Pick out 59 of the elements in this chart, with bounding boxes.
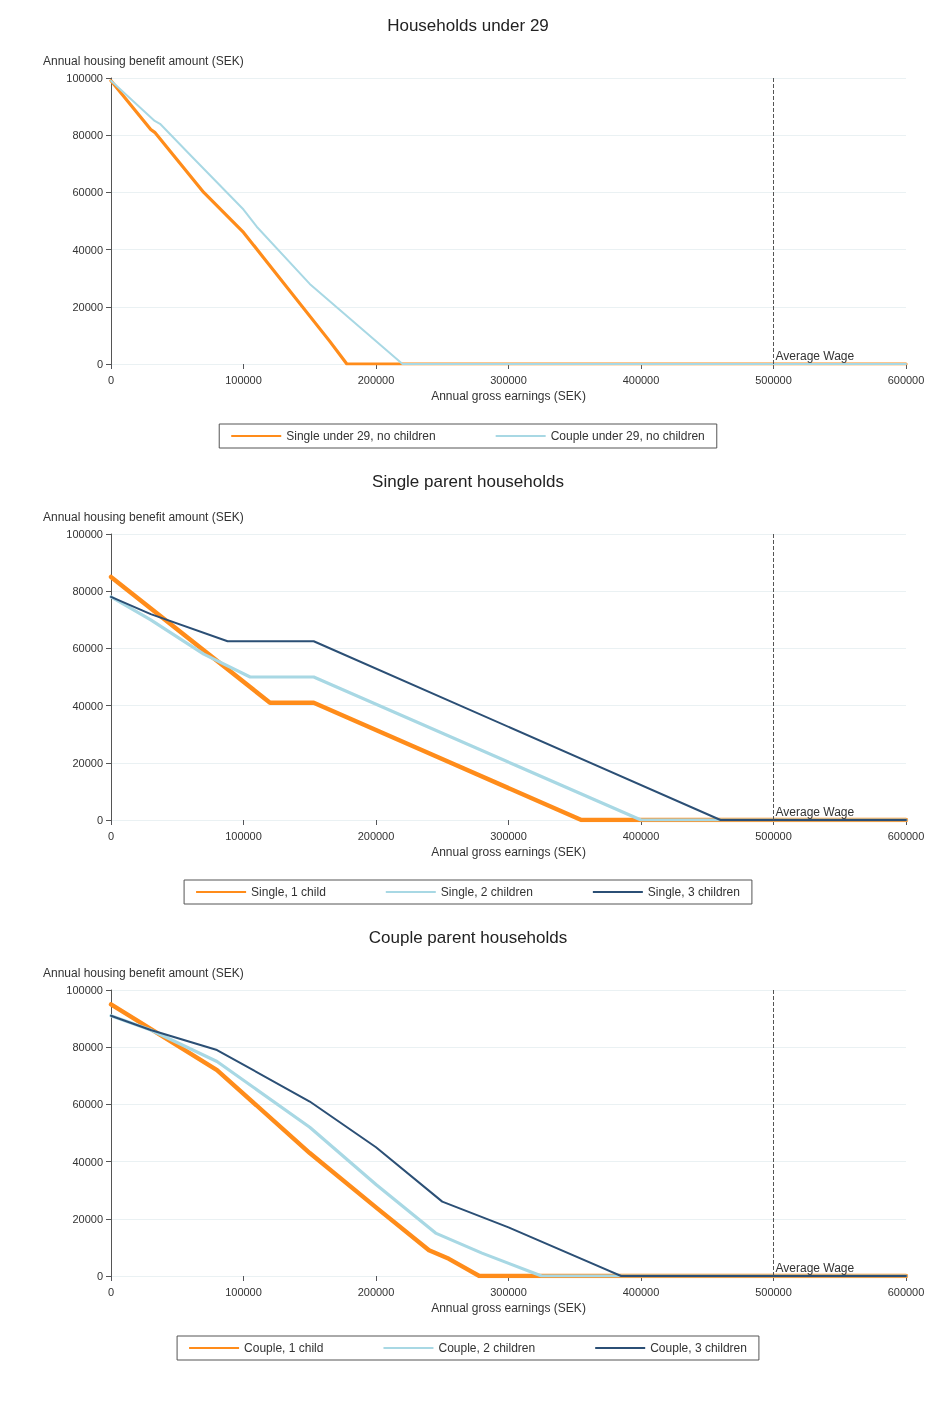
y-axis-title: Annual housing benefit amount (SEK) [43,510,244,524]
x-tick-label: 600000 [887,829,925,842]
y-tick-label: 100000 [66,984,103,996]
x-tick-label: 600000 [887,373,925,386]
x-tick-label: 300000 [490,829,527,842]
y-axis-title: Annual housing benefit amount (SEK) [43,54,244,68]
x-tick-label: 400000 [622,373,660,386]
x-tick-label: 400000 [622,829,660,842]
x-tick-label: 500000 [755,373,792,386]
y-tick-label: 60000 [72,1098,103,1111]
y-tick-label: 40000 [72,243,103,256]
y-tick-label: 80000 [72,1041,103,1054]
x-axis-title: Annual gross earnings (SEK) [431,388,586,403]
y-tick-label: 40000 [72,699,103,712]
y-tick-label: 40000 [72,1155,103,1168]
x-tick-label: 0 [107,1285,115,1298]
ref-line-label: Average Wage [775,805,855,819]
x-tick-label: 100000 [225,1285,262,1298]
legend-label: Single, 2 children [440,885,533,899]
y-tick-label: 80000 [72,585,103,598]
x-tick-label: 100000 [225,373,262,386]
y-tick-label: 100000 [66,72,103,84]
y-tick-label: 0 [96,1270,103,1282]
chart-title: Households under 29 [387,16,549,35]
y-tick-label: 20000 [72,1212,103,1225]
chart-title: Single parent households [372,472,564,491]
x-axis-title: Annual gross earnings (SEK) [431,1300,586,1315]
legend-label: Single, 1 child [251,885,326,899]
x-tick-label: 300000 [490,1285,527,1298]
legend-label: Single under 29, no children [286,429,436,443]
x-tick-label: 600000 [887,1285,925,1298]
legend-label: Couple, 3 children [650,1341,747,1355]
x-tick-label: 100000 [225,829,262,842]
y-tick-label: 60000 [72,642,103,655]
ref-line-label: Average Wage [775,1261,855,1275]
chart-title: Couple parent households [368,928,568,947]
legend-label: Couple under 29, no children [550,429,705,443]
y-tick-label: 20000 [72,300,103,313]
x-tick-label: 200000 [357,373,395,386]
x-tick-label: 200000 [357,1285,395,1298]
y-tick-label: 100000 [66,528,103,540]
legend-label: Couple, 1 child [244,1341,324,1355]
x-tick-label: 300000 [490,373,527,386]
x-tick-label: 500000 [755,829,792,842]
x-tick-label: 400000 [622,1285,660,1298]
x-tick-label: 0 [107,829,115,842]
x-tick-label: 200000 [357,829,395,842]
y-tick-label: 0 [96,814,103,826]
y-tick-label: 60000 [72,186,103,199]
x-tick-label: 0 [107,373,115,386]
legend-label: Single, 3 children [647,885,740,899]
legend-label: Couple, 2 children [438,1341,536,1355]
x-tick-label: 500000 [755,1285,792,1298]
ref-line-label: Average Wage [775,349,855,363]
y-tick-label: 0 [96,358,103,370]
y-tick-label: 80000 [72,129,103,142]
x-axis-title: Annual gross earnings (SEK) [431,844,586,859]
y-axis-title: Annual housing benefit amount (SEK) [43,966,244,980]
y-tick-label: 20000 [72,756,103,769]
